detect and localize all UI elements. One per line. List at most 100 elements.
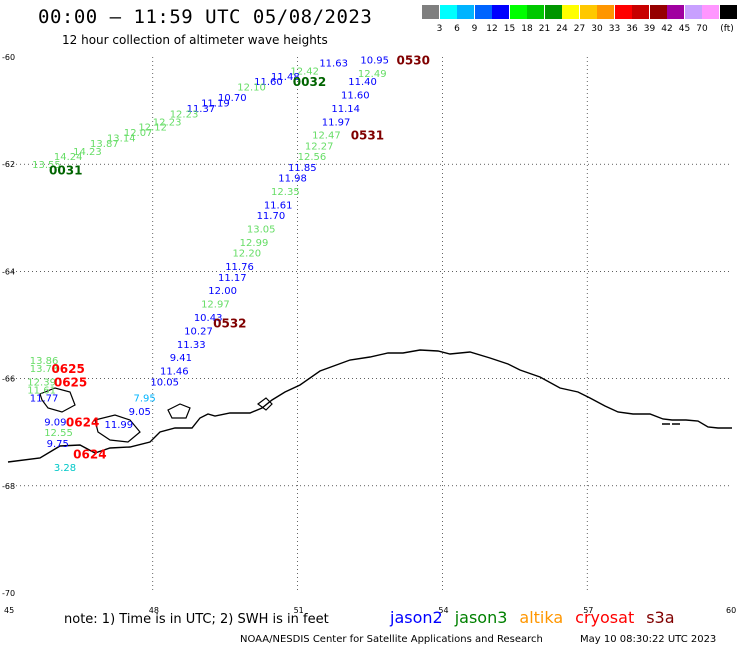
legend-tick-label: 15: [503, 24, 516, 34]
legend-swatch: [632, 5, 649, 19]
legend-swatch: [422, 5, 439, 19]
wave-height-reading: 11.14: [331, 104, 360, 115]
wave-height-reading: 12.07: [124, 128, 153, 139]
wave-height-reading: 13.87: [90, 139, 119, 150]
wave-height-reading: 13.14: [107, 133, 136, 144]
longitude-tick-label: 45: [4, 606, 14, 615]
wave-height-reading: 10.27: [184, 326, 213, 337]
pass-time-label: 0530: [397, 54, 430, 68]
satellite-name: s3a: [646, 608, 675, 627]
legend-swatch: [667, 5, 684, 19]
wave-height-reading: 11.61: [27, 385, 56, 396]
legend-tick-label: 24: [556, 24, 568, 34]
wave-height-reading: 12.47: [312, 131, 341, 142]
longitude-tick-label: 51: [294, 606, 304, 615]
legend-swatch: [684, 5, 702, 19]
wave-height-reading: 12.23: [153, 117, 182, 128]
wave-height-reading: 12.27: [305, 141, 334, 152]
wave-height-reading: 11.97: [322, 117, 351, 128]
wave-height-reading: 10.05: [150, 377, 179, 388]
wave-height-reading: 12.12: [138, 123, 167, 134]
wave-height-reading: 11.46: [160, 367, 189, 378]
legend-tick-label: 30: [591, 24, 603, 34]
legend-tick-label: 12: [486, 24, 498, 34]
wave-height-reading: 12.49: [358, 69, 387, 80]
wave-height-reading: 9.75: [47, 439, 69, 450]
legend-swatch: [649, 5, 667, 19]
wave-height-reading: 11.60: [254, 77, 283, 88]
wave-height-reading: 12.10: [237, 82, 266, 93]
legend-swatch: [457, 5, 474, 19]
wave-height-reading: 11.77: [30, 393, 59, 404]
wave-height-reading: 14.24: [54, 152, 83, 163]
wave-height-reading: 12.23: [170, 109, 199, 120]
wave-height-reading: 12.55: [44, 428, 73, 439]
wave-height-reading: 11.48: [271, 72, 300, 83]
pass-time-label: 0624: [73, 448, 106, 462]
longitude-tick-label: 57: [583, 606, 593, 615]
longitude-tick-label: 48: [149, 606, 159, 615]
map-title: 00:00 – 11:59 UTC 05/08/2023: [38, 6, 373, 28]
wave-height-reading: 11.40: [348, 77, 377, 88]
wave-height-reading: 11.63: [319, 58, 348, 69]
legend-swatch: [544, 5, 562, 19]
pass-time-label: 0531: [351, 129, 384, 143]
legend-tick-label: 42: [661, 24, 673, 34]
wave-height-reading: 13.73: [30, 364, 59, 375]
legend-swatch: [614, 5, 632, 19]
legend-swatch: [702, 5, 719, 19]
legend-swatch: [527, 5, 544, 19]
pass-time-label: 0624: [66, 415, 99, 429]
legend-tick-label: 27: [573, 24, 586, 34]
pass-time-label: 0031: [49, 164, 82, 178]
satellite-legend: jason2 jason3 altika cryosat s3a: [390, 608, 687, 627]
wave-height-reading: 13.86: [30, 356, 59, 367]
longitude-tick-label: 54: [438, 606, 448, 615]
credit-line: NOAA/NESDIS Center for Satellite Applica…: [240, 634, 543, 645]
legend-tick-label: 33: [608, 24, 621, 34]
latitude-tick-label: -70: [2, 589, 15, 598]
latitude-tick-label: -62: [2, 160, 15, 169]
wave-height-reading: 12.39: [27, 377, 56, 388]
legend-tick-label: 3: [436, 24, 443, 34]
legend-tick-label: 18: [521, 24, 533, 34]
latitude-tick-label: -64: [2, 267, 15, 276]
wave-height-reading: 11.98: [278, 174, 307, 185]
wave-height-reading: 11.60: [341, 91, 370, 102]
wave-height-reading: 11.70: [257, 211, 286, 222]
legend-swatch: [474, 5, 492, 19]
wave-height-reading: 11.37: [187, 104, 216, 115]
wave-height-reading: 9.09: [44, 417, 66, 428]
pass-time-label: 0625: [51, 362, 84, 376]
wave-height-reading: 10.95: [360, 56, 389, 67]
legend-swatch: [509, 5, 527, 19]
wave-height-reading: 14.23: [73, 147, 102, 158]
satellite-name: jason2: [390, 608, 443, 627]
longitude-tick-label: 60: [726, 606, 736, 615]
wave-height-reading: 10.70: [218, 93, 247, 104]
coastal-inlet: [257, 397, 273, 411]
legend-swatch: [597, 5, 614, 19]
satellite-name: altika: [519, 608, 564, 627]
generation-timestamp: May 10 08:30:22 UTC 2023: [580, 634, 717, 645]
wave-height-reading: 12.56: [298, 152, 327, 163]
wave-height-reading: 11.33: [177, 340, 206, 351]
pass-time-label: 0625: [54, 375, 87, 389]
wave-height-reading: 7.95: [133, 393, 155, 404]
wave-height-reading: 12.99: [240, 238, 269, 249]
wave-height-reading: 11.19: [201, 99, 230, 110]
wave-height-reading: 12.42: [290, 66, 319, 77]
coastal-ice-shelf: [94, 414, 141, 443]
legend-tick-label: 9: [471, 24, 478, 34]
pass-time-label: 0532: [213, 316, 246, 330]
satellite-name: cryosat: [575, 608, 635, 627]
legend-swatch: [439, 5, 457, 19]
legend-swatch: [719, 5, 737, 19]
wave-height-reading: 11.17: [218, 273, 247, 284]
legend-swatch: [579, 5, 597, 19]
footer-note: note: 1) Time is in UTC; 2) SWH is in fe…: [64, 612, 329, 627]
wave-height-reading: 11.61: [264, 200, 293, 211]
wave-height-reading: 11.76: [225, 262, 254, 273]
wave-height-reading: 12.20: [232, 249, 261, 260]
